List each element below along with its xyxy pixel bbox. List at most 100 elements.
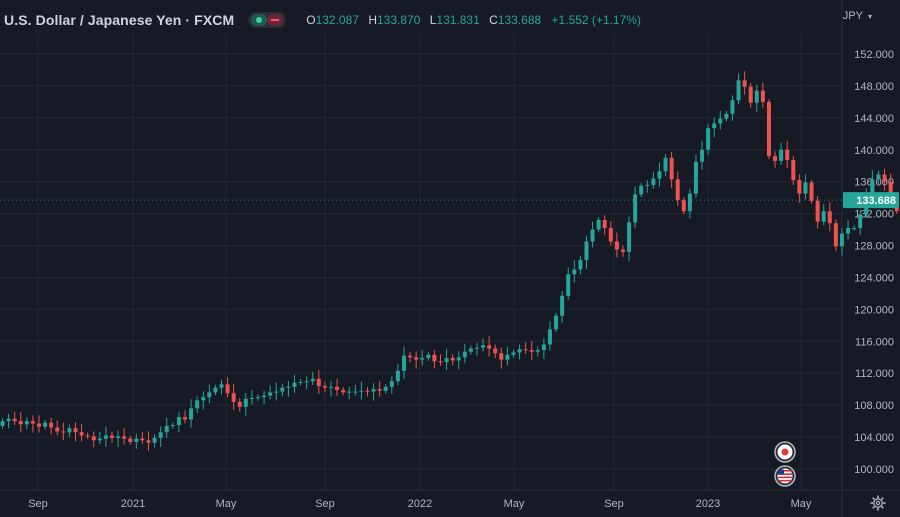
candle-body <box>304 381 309 383</box>
candle-body <box>827 211 832 224</box>
x-tick-label: Sep <box>315 498 335 510</box>
candle-body <box>158 432 163 438</box>
candle-body <box>779 149 784 161</box>
currency-selector[interactable]: JPY ▾ <box>843 10 872 22</box>
candle-body <box>547 329 552 345</box>
candle-body <box>426 354 431 359</box>
candle-body <box>578 259 583 270</box>
candle-body <box>450 358 455 361</box>
candle-body <box>456 357 461 361</box>
candle-body <box>176 417 181 426</box>
x-tick-label: 2022 <box>408 498 432 510</box>
candle-body <box>274 391 279 393</box>
candle-body <box>554 315 559 330</box>
candle-body <box>0 421 5 426</box>
x-tick-label: 2023 <box>696 498 720 510</box>
candle-body <box>389 381 394 387</box>
candle-body <box>128 438 133 442</box>
y-tick-label: 152.000 <box>854 49 894 61</box>
candle-body <box>785 149 790 161</box>
candle-body <box>36 423 41 427</box>
candle-body <box>122 436 127 439</box>
candle-body <box>6 418 11 422</box>
candle-body <box>535 350 540 352</box>
candle-body <box>529 350 534 352</box>
candle-body <box>724 113 729 119</box>
candle-body <box>815 200 820 222</box>
candle-body <box>541 344 546 351</box>
change-value: +1.552 (+1.17%) <box>551 13 641 27</box>
candle-body <box>523 349 528 351</box>
candle-body <box>24 421 29 425</box>
candle-body <box>49 422 54 428</box>
candle-body <box>681 200 686 212</box>
settings-gear-icon[interactable] <box>870 495 886 511</box>
candle-body <box>152 437 157 443</box>
candle-body <box>499 353 504 360</box>
minus-icon <box>267 14 284 26</box>
candle-body <box>201 397 206 401</box>
candle-body <box>91 436 96 441</box>
candle-body <box>766 101 771 157</box>
y-tick-label: 144.000 <box>854 113 894 125</box>
y-tick-label: 124.000 <box>854 272 894 284</box>
candle-body <box>614 241 619 250</box>
candle-body <box>773 156 778 161</box>
candle-body <box>620 249 625 252</box>
candle-body <box>833 223 838 247</box>
candle-body <box>627 222 632 252</box>
candle-body <box>493 348 498 354</box>
candle-body <box>584 241 589 260</box>
y-tick-label: 100.000 <box>854 464 894 476</box>
candle-body <box>687 193 692 212</box>
candle-body <box>693 161 698 194</box>
candle-body <box>365 390 370 392</box>
symbol-title[interactable]: U.S. Dollar / Japanese Yen · FXCM <box>4 12 235 28</box>
candle-body <box>803 182 808 194</box>
candle-body <box>341 389 346 393</box>
last-price-badge <box>843 192 899 209</box>
candle-body <box>146 440 151 443</box>
candle-body <box>103 435 108 439</box>
x-tick-label: Sep <box>604 498 624 510</box>
visibility-toggle-icon[interactable] <box>248 12 287 28</box>
candle-body <box>633 194 638 223</box>
candle-body <box>292 382 297 387</box>
symbol-legend: U.S. Dollar / Japanese Yen · FXCM O132.0… <box>4 10 641 30</box>
close-label: C <box>489 13 498 27</box>
candle-body <box>408 355 413 358</box>
us-flag-icon[interactable] <box>774 465 796 487</box>
candle-body <box>79 432 84 436</box>
x-tick-label: May <box>216 498 237 510</box>
candle-body <box>718 118 723 124</box>
candle-body <box>748 86 753 103</box>
candle-body <box>237 401 242 407</box>
eye-icon <box>251 14 268 26</box>
candle-body <box>858 214 863 228</box>
candle-body <box>797 180 802 194</box>
candle-body <box>30 421 35 424</box>
candle-body <box>700 149 705 162</box>
candle-body <box>268 392 273 396</box>
candle-body <box>67 428 72 433</box>
candle-body <box>754 90 759 103</box>
candle-body <box>140 438 145 441</box>
candle-body <box>474 347 479 349</box>
candle-body <box>663 157 668 172</box>
y-tick-label: 120.000 <box>854 304 894 316</box>
x-tick-label: 2021 <box>121 498 145 510</box>
candle-body <box>401 355 406 371</box>
candle-body <box>438 361 443 363</box>
japan-flag-icon[interactable] <box>774 441 796 463</box>
candle-body <box>511 352 516 355</box>
candle-body <box>170 425 175 427</box>
candle-body <box>444 358 449 363</box>
candle-body <box>219 384 224 388</box>
candle-body <box>286 386 291 388</box>
candle-body <box>249 397 254 399</box>
low-value: 131.831 <box>436 13 480 27</box>
candle-body <box>213 387 218 393</box>
candle-body <box>182 417 187 420</box>
candle-body <box>195 400 200 409</box>
